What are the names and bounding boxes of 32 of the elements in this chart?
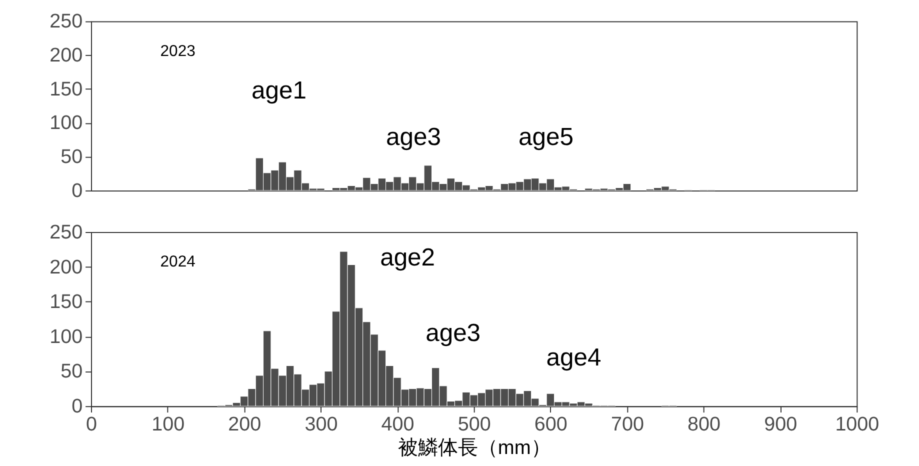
annotation: age3: [386, 124, 441, 151]
x-tick-label: 400: [381, 413, 414, 436]
y-tick-label: 0: [72, 180, 83, 202]
x-axis-title: 被鱗体長（mm）: [398, 437, 551, 460]
x-tick-label: 800: [688, 413, 721, 436]
annotation: age5: [518, 124, 574, 151]
text: 2024: [160, 254, 196, 271]
y-tick-label: 100: [50, 112, 83, 134]
x-tick-label: 200: [228, 413, 262, 436]
x-tick-label: 700: [610, 413, 644, 436]
x-tick-label: 300: [304, 413, 338, 436]
y-tick-label: 250: [50, 10, 83, 33]
x-tick-label: 1000: [835, 413, 880, 436]
x-tick-label: 500: [458, 413, 491, 436]
x-tick-label: 900: [764, 413, 798, 436]
y-tick-label: 0: [72, 396, 83, 418]
y-tick-label: 150: [50, 291, 83, 314]
y-tick-label: 50: [60, 360, 83, 383]
y-tick-label: 200: [50, 44, 83, 67]
x-tick-label: 0: [86, 413, 98, 436]
annotation: age2: [380, 244, 436, 272]
y-tick-label: 100: [50, 326, 83, 348]
x-tick-label: 600: [534, 413, 568, 436]
annotation: age4: [546, 344, 602, 372]
y-tick-label: 50: [60, 146, 83, 168]
annotation: age1: [251, 77, 306, 104]
annotation: age3: [426, 320, 481, 347]
x-tick-label: 100: [152, 413, 185, 436]
text: 2023: [160, 42, 196, 60]
y-tick-label: 250: [50, 221, 83, 244]
y-tick-label: 200: [50, 256, 83, 278]
y-tick-label: 150: [50, 78, 83, 100]
